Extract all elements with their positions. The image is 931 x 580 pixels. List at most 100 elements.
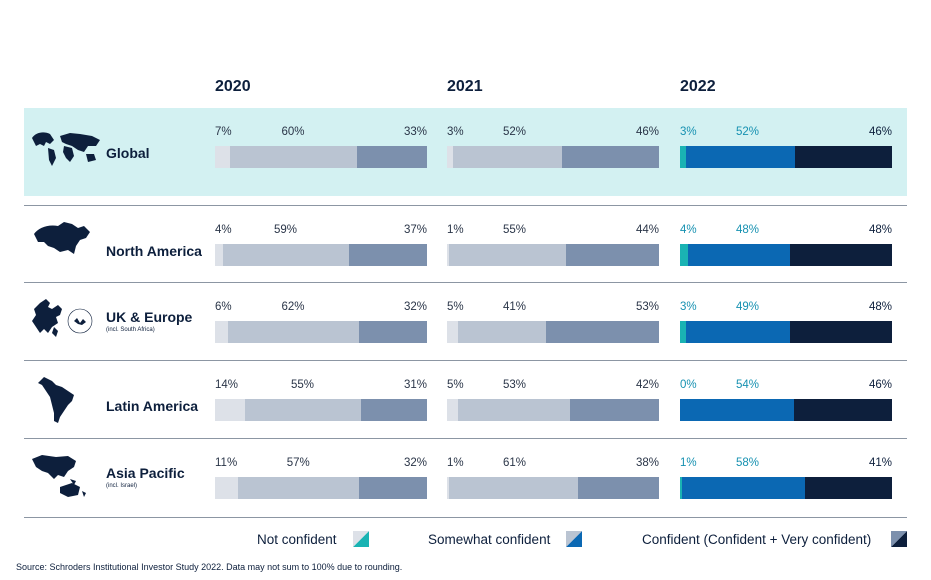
label-not-confident: 3% (447, 126, 464, 138)
region-name: UK & Europe (106, 309, 193, 325)
row-divider (24, 282, 907, 283)
bar-segment-confident (565, 244, 659, 266)
bar-segment-somewhat-confident (682, 477, 806, 499)
bar-segment-somewhat-confident (680, 399, 795, 421)
row-divider (24, 438, 907, 439)
region-row-latin-america: Latin America (24, 361, 907, 438)
label-somewhat-confident: 54% (736, 379, 760, 391)
label-somewhat-confident: 41% (503, 301, 527, 313)
year-header-2022: 2022 (680, 78, 716, 95)
bar-segment-not-confident (447, 477, 450, 499)
bar-segment-somewhat-confident (688, 244, 791, 266)
bar-segment-confident (361, 399, 427, 421)
region-name: Global (106, 145, 150, 161)
label-somewhat-confident: 58% (736, 457, 760, 469)
label-confident: 31% (403, 379, 427, 391)
bar-segment-somewhat-confident (229, 146, 358, 168)
bar-segment-not-confident (680, 477, 683, 499)
bar-segment-somewhat-confident (223, 244, 349, 266)
bar-segment-not-confident (447, 321, 458, 343)
stacked-bar-2020 (215, 399, 427, 421)
region-name: Asia Pacific (106, 465, 185, 481)
bar-segment-not-confident (680, 321, 687, 343)
row-divider (24, 205, 907, 206)
bar-segment-confident (357, 146, 427, 168)
label-not-confident: 14% (215, 379, 239, 391)
bar-segment-not-confident (447, 399, 458, 421)
bar-segment-confident (790, 321, 892, 343)
label-somewhat-confident: 52% (736, 126, 760, 138)
bar-segment-confident (794, 399, 892, 421)
europe-map-icon (30, 297, 102, 346)
stacked-bar-2020 (215, 321, 427, 343)
stacked-bar-2020 (215, 244, 427, 266)
bar-segment-confident (578, 477, 659, 499)
label-not-confident: 1% (680, 457, 697, 469)
label-confident: 32% (403, 457, 427, 469)
stacked-bar-2021 (447, 321, 659, 343)
label-not-confident: 4% (680, 224, 697, 236)
label-confident: 46% (868, 126, 892, 138)
label-not-confident: 6% (215, 301, 232, 313)
label-confident: 48% (868, 301, 892, 313)
legend-somewhat-confident-swatch (566, 531, 582, 547)
bar-segment-confident (805, 477, 892, 499)
bar-segment-confident (348, 244, 427, 266)
label-somewhat-confident: 48% (736, 224, 760, 236)
stacked-bar-2020 (215, 146, 427, 168)
stacked-bar-2021 (447, 146, 659, 168)
label-somewhat-confident: 52% (503, 126, 527, 138)
stacked-bar-2022 (680, 321, 892, 343)
stacked-bar-2021 (447, 477, 659, 499)
bar-segment-confident (795, 146, 892, 168)
label-not-confident: 0% (680, 379, 697, 391)
stacked-bar-2022 (680, 477, 892, 499)
region-subtitle: (incl. South Africa) (106, 327, 155, 333)
year-header-2021: 2021 (447, 78, 483, 95)
label-somewhat-confident: 60% (281, 126, 305, 138)
label-not-confident: 11% (215, 457, 238, 469)
label-confident: 32% (403, 301, 427, 313)
stacked-bar-2020 (215, 477, 427, 499)
region-subtitle: (incl. Israel) (106, 483, 138, 489)
bar-segment-somewhat-confident (686, 321, 791, 343)
legend-not-confident-swatch (353, 531, 369, 547)
label-confident: 46% (635, 126, 659, 138)
north-america-map-icon (30, 220, 102, 265)
row-divider (24, 517, 907, 518)
year-header-2020: 2020 (215, 78, 251, 95)
stacked-bar-2022 (680, 399, 892, 421)
bar-segment-confident (790, 244, 892, 266)
label-confident: 37% (403, 224, 427, 236)
label-not-confident: 3% (680, 126, 697, 138)
label-confident: 53% (635, 301, 659, 313)
bar-segment-confident (359, 477, 427, 499)
label-not-confident: 7% (215, 126, 232, 138)
label-confident: 46% (868, 379, 892, 391)
stacked-bar-2022 (680, 146, 892, 168)
label-not-confident: 4% (215, 224, 232, 236)
bar-segment-somewhat-confident (686, 146, 796, 168)
label-somewhat-confident: 49% (736, 301, 760, 313)
legend-confident-swatch (891, 531, 907, 547)
bar-segment-somewhat-confident (449, 244, 566, 266)
label-not-confident: 3% (680, 301, 697, 313)
label-confident: 41% (868, 457, 892, 469)
region-row-global: Global (24, 108, 907, 196)
label-not-confident: 5% (447, 301, 464, 313)
bar-segment-not-confident (447, 244, 450, 266)
bar-segment-confident (545, 321, 659, 343)
bar-segment-somewhat-confident (238, 477, 360, 499)
bar-segment-not-confident (215, 321, 228, 343)
region-row-north-america: North America (24, 206, 907, 283)
region-name: North America (106, 243, 202, 259)
label-somewhat-confident: 55% (503, 224, 527, 236)
label-confident: 44% (635, 224, 659, 236)
bar-segment-not-confident (680, 146, 687, 168)
legend-not-confident-label: Not confident (257, 532, 337, 547)
label-confident: 33% (403, 126, 427, 138)
label-somewhat-confident: 55% (290, 379, 314, 391)
bar-segment-somewhat-confident (227, 321, 360, 343)
stacked-bar-2022 (680, 244, 892, 266)
stacked-bar-2021 (447, 399, 659, 421)
